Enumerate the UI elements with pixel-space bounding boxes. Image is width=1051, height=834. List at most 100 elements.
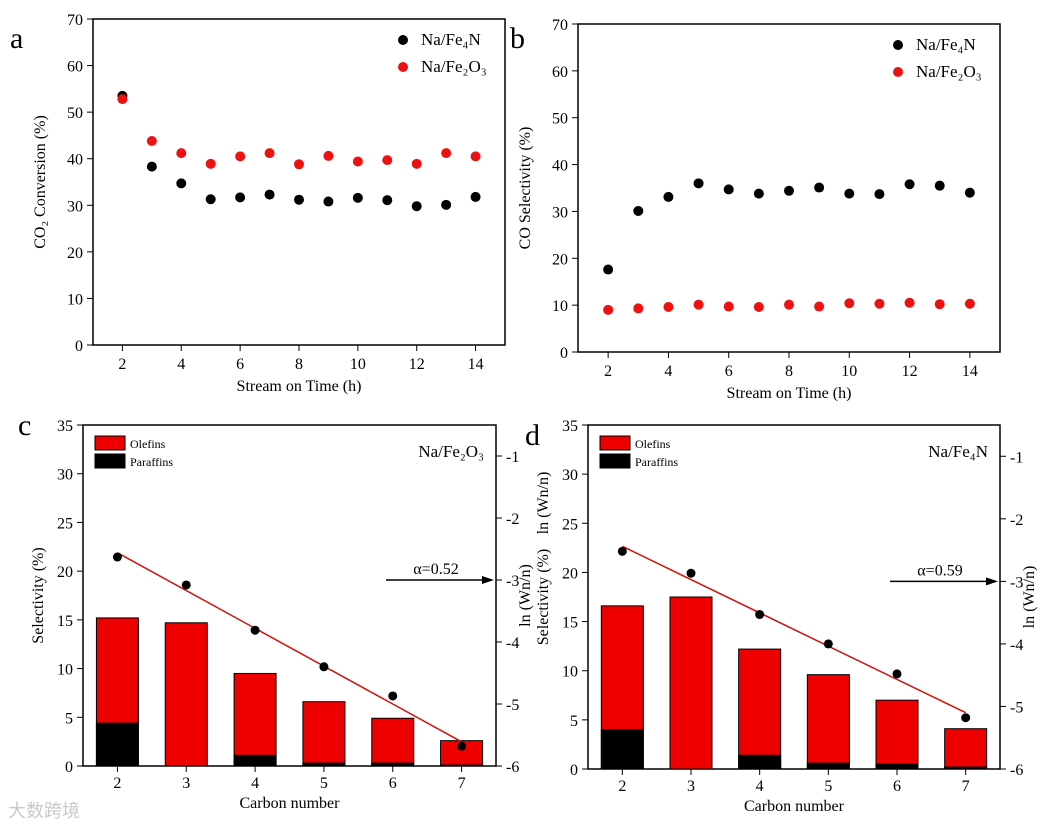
x-tick-label: 8: [295, 356, 303, 373]
x-tick-label: 8: [785, 363, 793, 380]
y-right-axis-label: ln (Wn/n): [517, 564, 534, 627]
y-right-tick-label: -3: [506, 573, 519, 590]
y-tick-label: 10: [67, 291, 83, 308]
arrow-head-icon: [986, 577, 998, 586]
y-right-tick-label: -5: [506, 697, 519, 714]
x-tick-label: 10: [350, 356, 366, 373]
legend-swatch: [94, 453, 126, 469]
data-point: [934, 299, 945, 310]
data-point: [382, 155, 393, 166]
bar-paraffins: [944, 766, 988, 770]
y-right-tick-label: -6: [506, 759, 519, 776]
data-point: [663, 302, 674, 313]
data-point: [633, 205, 644, 216]
bar-olefins: [669, 596, 713, 770]
bar-olefins: [233, 672, 277, 767]
y-tick-label: 10: [552, 298, 568, 315]
legend-marker: [893, 67, 903, 77]
x-axis-label: Stream on Time (h): [237, 378, 362, 395]
data-point: [382, 195, 393, 206]
ln-point: [319, 662, 329, 672]
x-tick-label: 4: [177, 356, 185, 373]
legend-marker: [398, 35, 408, 45]
x-tick-label: 10: [841, 363, 857, 380]
panel-a: a 0 10 20 30 40 50 60 70 CO₂ Conversion (%) Stream…: [10, 12, 506, 395]
y-right-tick-label: -2: [506, 511, 519, 528]
legend-label: Olefins: [130, 437, 166, 451]
x-tick-label: 7: [962, 778, 970, 795]
data-point: [352, 156, 363, 167]
x-tick-label: 12: [409, 356, 425, 373]
ln-point: [892, 669, 902, 679]
data-point: [723, 184, 734, 195]
data-point: [470, 151, 481, 162]
y-tick-label: 70: [67, 12, 83, 29]
x-tick-label: 14: [468, 356, 484, 373]
y-tick-label: 30: [562, 467, 578, 484]
data-point: [874, 189, 885, 200]
data-point: [411, 158, 422, 169]
legend-label: Olefins: [635, 437, 671, 451]
x-axis-label: Carbon number: [240, 795, 341, 812]
y-tick-label: 15: [57, 613, 73, 630]
plot-frame: [587, 424, 1001, 770]
x-tick-label: 4: [756, 778, 764, 795]
x-tick-label: 4: [251, 775, 259, 792]
data-point: [441, 199, 452, 210]
x-tick-label: 2: [604, 363, 612, 380]
x-tick-label: 2: [113, 775, 121, 792]
y-tick-label: 50: [67, 105, 83, 122]
legend-marker: [893, 40, 903, 50]
x-tick-label: 4: [664, 363, 672, 380]
y-axis-label: CO Selectivity (%): [517, 127, 534, 250]
data-point: [294, 194, 304, 205]
y-axis-label-overlap: ln (Wn/n): [535, 472, 552, 535]
y-tick-label: 30: [552, 204, 568, 221]
bar-paraffins: [95, 722, 139, 767]
ln-point: [755, 610, 765, 620]
ln-point: [686, 568, 696, 578]
y-tick-label: 10: [562, 664, 578, 681]
y-tick-label: 30: [67, 198, 83, 215]
legend-swatch: [94, 435, 126, 451]
data-point: [693, 299, 704, 310]
x-tick-label: 5: [824, 778, 832, 795]
data-point: [235, 192, 246, 203]
data-point: [146, 161, 157, 172]
data-point: [205, 158, 216, 169]
y-tick-label: 10: [57, 662, 73, 679]
bar-olefins: [302, 701, 346, 767]
bar-paraffins: [371, 762, 415, 767]
legend-label: Na/Fe₂O₃: [916, 62, 982, 81]
data-point: [904, 297, 915, 308]
bar-olefins: [164, 622, 208, 767]
data-point: [411, 201, 422, 212]
data-point: [235, 151, 246, 162]
catalyst-title: Na/Fe₂O₃: [418, 442, 484, 461]
x-axis-label: Carbon number: [744, 798, 845, 815]
panel-letter: d: [525, 419, 540, 452]
y-tick-label: 30: [57, 467, 73, 484]
x-tick-label: 6: [893, 778, 901, 795]
x-tick-label: 5: [320, 775, 328, 792]
bar-paraffins: [738, 754, 782, 770]
panel-b: b 0 10 20 30 40 50 60 70 CO Selectivity (%) Stream…: [510, 17, 1001, 402]
y-tick-label: 20: [67, 245, 83, 262]
y-right-tick-label: -3: [1010, 574, 1023, 591]
bar-paraffins: [875, 763, 919, 770]
y-right-tick-label: -1: [1010, 449, 1023, 466]
y-axis-label: Selectivity (%): [535, 549, 552, 645]
panel-letter: a: [10, 22, 23, 55]
x-tick-label: 6: [236, 356, 244, 373]
x-tick-label: 2: [618, 778, 626, 795]
data-point: [603, 304, 614, 315]
arrow-head-icon: [482, 576, 494, 584]
data-point: [784, 299, 794, 310]
y-tick-label: 0: [65, 759, 73, 776]
x-tick-label: 12: [902, 363, 918, 380]
legend-label: Na/Fe₂O₃: [421, 57, 487, 76]
bar-paraffins: [233, 754, 277, 767]
legend-swatch: [599, 453, 631, 469]
data-point: [470, 191, 481, 202]
legend-label: Paraffins: [635, 455, 678, 469]
